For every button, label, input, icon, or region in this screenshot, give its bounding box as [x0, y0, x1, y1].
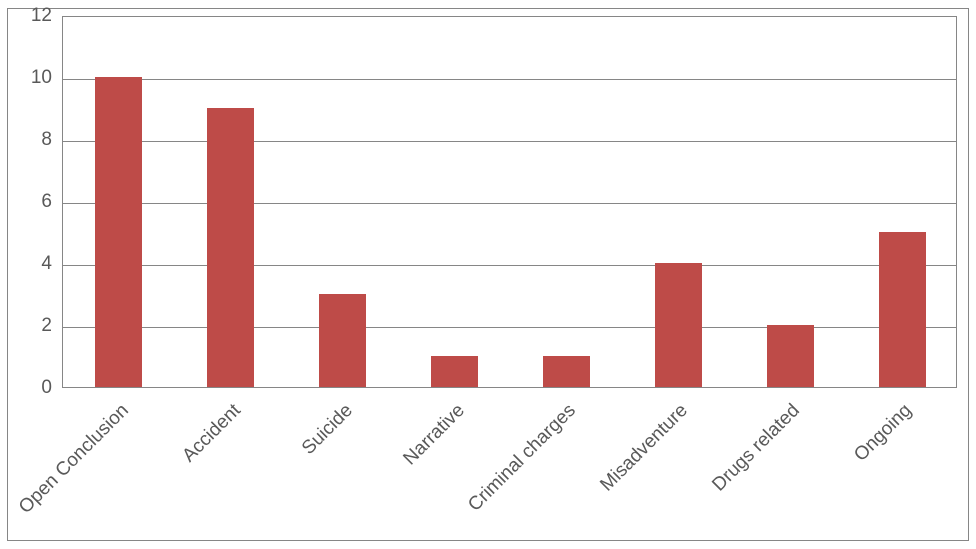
- ytick-label: 8: [0, 129, 52, 151]
- plot-area: [62, 16, 957, 388]
- bar: [207, 108, 254, 387]
- bar: [95, 77, 142, 387]
- bar: [879, 232, 926, 387]
- ytick-label: 0: [0, 377, 52, 399]
- bar: [319, 294, 366, 387]
- ytick-label: 10: [0, 67, 52, 89]
- ytick-label: 6: [0, 191, 52, 213]
- ytick-label: 12: [0, 5, 52, 27]
- bar: [543, 356, 590, 387]
- gridline: [63, 141, 956, 142]
- bar: [431, 356, 478, 387]
- gridline: [63, 203, 956, 204]
- ytick-label: 2: [0, 315, 52, 337]
- bar: [767, 325, 814, 387]
- gridline: [63, 327, 956, 328]
- gridline: [63, 265, 956, 266]
- ytick-label: 4: [0, 253, 52, 275]
- bar: [655, 263, 702, 387]
- gridline: [63, 79, 956, 80]
